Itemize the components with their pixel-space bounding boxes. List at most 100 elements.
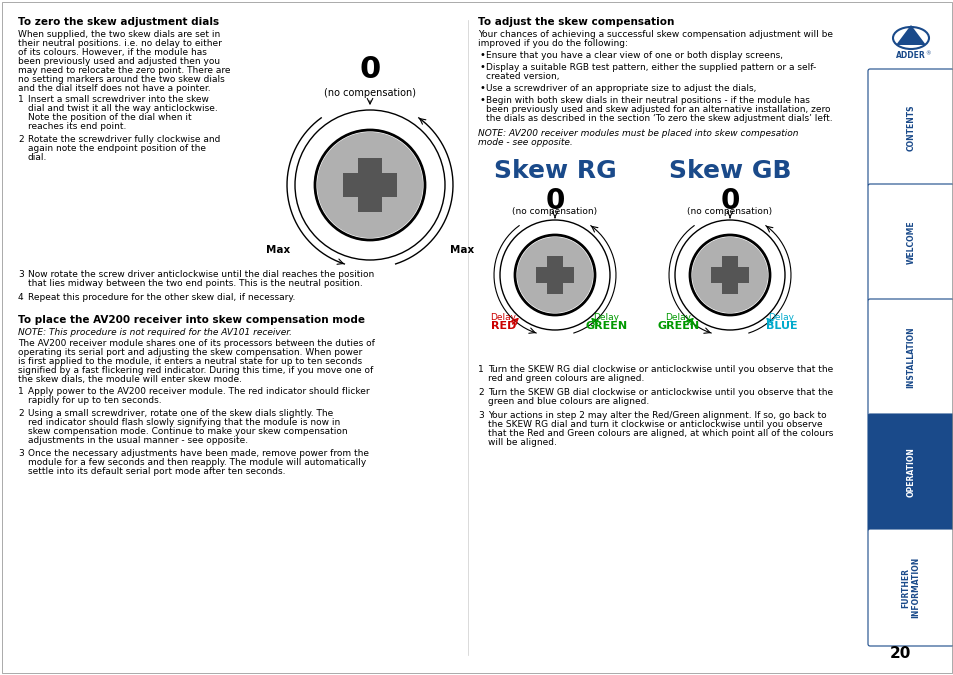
Text: will be aligned.: will be aligned. (488, 438, 557, 447)
Text: red indicator should flash slowly signifying that the module is now in: red indicator should flash slowly signif… (28, 418, 340, 427)
Text: When supplied, the two skew dials are set in: When supplied, the two skew dials are se… (18, 30, 220, 39)
Text: NOTE: This procedure is not required for the AV101 receiver.: NOTE: This procedure is not required for… (18, 328, 292, 337)
Text: 3: 3 (18, 270, 24, 279)
Text: that lies midway between the two end points. This is the neutral position.: that lies midway between the two end poi… (28, 279, 362, 288)
Polygon shape (343, 173, 396, 197)
Text: 3: 3 (477, 411, 483, 420)
Text: Rotate the screwdriver fully clockwise and: Rotate the screwdriver fully clockwise a… (28, 135, 220, 144)
Text: ®: ® (924, 51, 930, 57)
Text: The AV200 receiver module shares one of its processors between the duties of: The AV200 receiver module shares one of … (18, 339, 375, 348)
Text: BLUE: BLUE (765, 321, 797, 331)
Circle shape (691, 237, 767, 313)
Polygon shape (357, 158, 381, 212)
Circle shape (316, 132, 422, 238)
Text: no setting markers around the two skew dials: no setting markers around the two skew d… (18, 75, 225, 84)
Text: NOTE: AV200 receiver modules must be placed into skew compesation: NOTE: AV200 receiver modules must be pla… (477, 129, 798, 138)
Text: 1: 1 (18, 387, 24, 396)
Text: again note the endpoint position of the: again note the endpoint position of the (28, 144, 206, 153)
Text: operating its serial port and adjusting the skew compensation. When power: operating its serial port and adjusting … (18, 348, 362, 357)
Text: of its colours. However, if the module has: of its colours. However, if the module h… (18, 48, 207, 57)
FancyBboxPatch shape (867, 69, 953, 186)
Text: GREEN: GREEN (585, 321, 627, 331)
Text: WELCOME: WELCOME (905, 221, 915, 265)
Text: To adjust the skew compensation: To adjust the skew compensation (477, 17, 674, 27)
Text: signified by a fast flickering red indicator. During this time, if you move one : signified by a fast flickering red indic… (18, 366, 373, 375)
Text: the dials as described in the section ‘To zero the skew adjustment dials’ left.: the dials as described in the section ‘T… (485, 114, 832, 123)
Text: Max: Max (266, 245, 290, 255)
Polygon shape (710, 267, 748, 283)
Text: OPERATION: OPERATION (905, 448, 915, 497)
Text: Ensure that you have a clear view of one or both display screens,: Ensure that you have a clear view of one… (485, 51, 782, 60)
Text: that the Red and Green colours are aligned, at which point all of the colours: that the Red and Green colours are align… (488, 429, 833, 438)
Text: 2: 2 (477, 388, 483, 397)
Text: RED: RED (490, 321, 516, 331)
Text: 1: 1 (477, 365, 483, 374)
Text: improved if you do the following:: improved if you do the following: (477, 39, 627, 48)
Text: •: • (479, 95, 485, 105)
FancyBboxPatch shape (867, 184, 953, 301)
Text: 0: 0 (720, 187, 739, 215)
Text: 3: 3 (18, 449, 24, 458)
Text: 0: 0 (545, 187, 564, 215)
Text: skew compensation mode. Continue to make your skew compensation: skew compensation mode. Continue to make… (28, 427, 347, 436)
Text: the skew dials, the module will enter skew mode.: the skew dials, the module will enter sk… (18, 375, 242, 384)
Text: (no compensation): (no compensation) (687, 207, 772, 216)
Text: 0: 0 (359, 55, 380, 84)
Text: Skew RG: Skew RG (493, 159, 616, 183)
Text: Now rotate the screw driver anticlockwise until the dial reaches the position: Now rotate the screw driver anticlockwis… (28, 270, 374, 279)
Text: Delay: Delay (490, 313, 516, 322)
Text: 2: 2 (18, 409, 24, 418)
Polygon shape (721, 256, 738, 294)
Text: created version,: created version, (485, 72, 558, 81)
Circle shape (517, 237, 593, 313)
Text: Turn the SKEW GB dial clockwise or anticlockwise until you observe that the: Turn the SKEW GB dial clockwise or antic… (488, 388, 832, 397)
Text: Using a small screwdriver, rotate one of the skew dials slightly. The: Using a small screwdriver, rotate one of… (28, 409, 333, 418)
Text: mode - see opposite.: mode - see opposite. (477, 138, 572, 147)
Text: green and blue colours are aligned.: green and blue colours are aligned. (488, 397, 649, 406)
Text: Once the necessary adjustments have been made, remove power from the: Once the necessary adjustments have been… (28, 449, 369, 458)
Text: Delay: Delay (665, 313, 691, 322)
Text: Delay: Delay (768, 313, 794, 322)
Text: Note the position of the dial when it: Note the position of the dial when it (28, 113, 192, 122)
Text: dial.: dial. (28, 153, 48, 162)
Text: the SKEW RG dial and turn it clockwise or anticlockwise until you observe: the SKEW RG dial and turn it clockwise o… (488, 420, 821, 429)
Text: To place the AV200 receiver into skew compensation mode: To place the AV200 receiver into skew co… (18, 315, 365, 325)
Text: 1: 1 (18, 95, 24, 104)
Text: 2: 2 (18, 135, 24, 144)
FancyBboxPatch shape (867, 529, 953, 646)
Polygon shape (895, 25, 925, 45)
Text: their neutral positions. i.e. no delay to either: their neutral positions. i.e. no delay t… (18, 39, 222, 48)
Text: ADDER: ADDER (895, 51, 925, 61)
Text: •: • (479, 83, 485, 93)
Text: (no compensation): (no compensation) (324, 88, 416, 98)
Text: FURTHER
INFORMATION: FURTHER INFORMATION (901, 557, 920, 618)
Text: may need to relocate the zero point. There are: may need to relocate the zero point. The… (18, 66, 231, 75)
Text: Skew GB: Skew GB (668, 159, 790, 183)
Text: 4: 4 (18, 293, 24, 302)
Text: To zero the skew adjustment dials: To zero the skew adjustment dials (18, 17, 219, 27)
Text: Your chances of achieving a successful skew compensation adjustment will be: Your chances of achieving a successful s… (477, 30, 832, 39)
Text: •: • (479, 62, 485, 72)
Text: dial and twist it all the way anticlockwise.: dial and twist it all the way anticlockw… (28, 104, 217, 113)
Text: been previously used and skew adjusted for an alternative installation, zero: been previously used and skew adjusted f… (485, 105, 830, 114)
Text: red and green colours are aligned.: red and green colours are aligned. (488, 374, 643, 383)
Text: Apply power to the AV200 receiver module. The red indicator should flicker: Apply power to the AV200 receiver module… (28, 387, 369, 396)
Text: Your actions in step 2 may alter the Red/Green alignment. If so, go back to: Your actions in step 2 may alter the Red… (488, 411, 825, 420)
Text: settle into its default serial port mode after ten seconds.: settle into its default serial port mode… (28, 467, 285, 476)
FancyBboxPatch shape (867, 299, 953, 416)
Text: and the dial itself does not have a pointer.: and the dial itself does not have a poin… (18, 84, 211, 93)
Text: Delay: Delay (593, 313, 618, 322)
Text: GREEN: GREEN (657, 321, 699, 331)
Polygon shape (546, 256, 562, 294)
Text: INSTALLATION: INSTALLATION (905, 327, 915, 388)
Text: is first applied to the module, it enters a neutral state for up to ten seconds: is first applied to the module, it enter… (18, 357, 362, 366)
Text: Turn the SKEW RG dial clockwise or anticlockwise until you observe that the: Turn the SKEW RG dial clockwise or antic… (488, 365, 832, 374)
Polygon shape (536, 267, 574, 283)
Text: CONTENTS: CONTENTS (905, 104, 915, 151)
Text: reaches its end point.: reaches its end point. (28, 122, 126, 131)
Text: Display a suitable RGB test pattern, either the supplied pattern or a self-: Display a suitable RGB test pattern, eit… (485, 63, 816, 72)
Text: Repeat this procedure for the other skew dial, if necessary.: Repeat this procedure for the other skew… (28, 293, 295, 302)
Text: been previously used and adjusted then you: been previously used and adjusted then y… (18, 57, 220, 66)
Text: module for a few seconds and then reapply. The module will automatically: module for a few seconds and then reappl… (28, 458, 366, 467)
Text: •: • (479, 50, 485, 60)
